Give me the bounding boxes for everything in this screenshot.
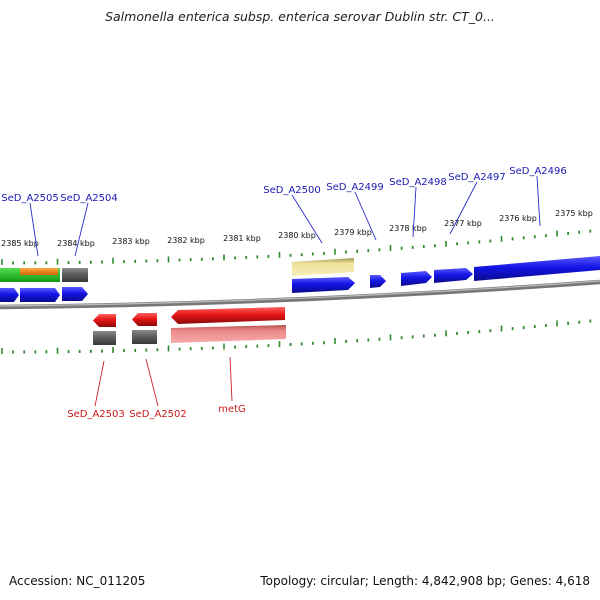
- forward-gene-arrow: [370, 275, 386, 288]
- scale-tick-label: 2383 kbp: [112, 237, 150, 246]
- scale-tick-label: 2384 kbp: [57, 239, 95, 248]
- cds-feature-gray: [93, 331, 116, 345]
- reverse-gene-label: SeD_A2503: [67, 409, 125, 420]
- cds-feature-pink: [171, 325, 286, 343]
- genome-backbone-highlight: [0, 280, 600, 307]
- forward-gene-arrow: [20, 288, 60, 302]
- feature-track-top: [0, 258, 354, 282]
- forward-gene-arrow: [0, 288, 19, 302]
- forward-leader-lines: [29, 175, 541, 257]
- accession-text: Accession: NC_011205: [9, 574, 146, 588]
- map-title: Salmonella enterica subsp. enterica sero…: [105, 9, 495, 24]
- scale-tick-label: 2376 kbp: [499, 214, 537, 223]
- feature-track-bottom: [93, 325, 286, 345]
- reverse-gene-arrow: [93, 314, 116, 327]
- scale-tick-label: 2378 kbp: [389, 224, 427, 233]
- reverse-gene-label: SeD_A2502: [129, 409, 187, 420]
- scale-tick-label: 2381 kbp: [223, 234, 261, 243]
- genome-summary-text: Topology: circular; Length: 4,842,908 bp…: [260, 574, 590, 588]
- forward-gene-label: SeD_A2497: [448, 172, 506, 183]
- forward-gene-labels: SeD_A2505 SeD_A2504 SeD_A2500 SeD_A2499 …: [1, 166, 567, 204]
- forward-gene-arrow: [401, 271, 432, 286]
- cds-feature-gray: [62, 268, 88, 282]
- reverse-tick-row: [1, 319, 592, 354]
- forward-gene-label: SeD_A2499: [326, 182, 384, 193]
- forward-gene-label: SeD_A2500: [263, 185, 321, 196]
- reverse-gene-labels: SeD_A2503 SeD_A2502 metG: [67, 404, 246, 420]
- forward-gene-arrow: [62, 287, 88, 301]
- forward-gene-arrow: [474, 256, 600, 281]
- reverse-gene-track: [93, 307, 285, 327]
- scale-tick-label: 2382 kbp: [167, 236, 205, 245]
- forward-gene-label: SeD_A2498: [389, 177, 447, 188]
- scale-tick-label: 2379 kbp: [334, 228, 372, 237]
- scale-tick-label: 2380 kbp: [278, 231, 316, 240]
- scale-tick-label: 2377 kbp: [444, 219, 482, 228]
- rna-feature-orange: [20, 268, 58, 275]
- reverse-leader-lines: [94, 356, 233, 407]
- reverse-gene-label: metG: [218, 404, 246, 415]
- forward-gene-label: SeD_A2505: [1, 193, 59, 204]
- scale-labels: 2385 kbp 2384 kbp 2383 kbp 2382 kbp 2381…: [1, 209, 593, 248]
- forward-gene-label: SeD_A2496: [509, 166, 567, 177]
- forward-gene-label: SeD_A2504: [60, 193, 118, 204]
- forward-gene-arrow: [434, 268, 473, 283]
- forward-gene-arrow: [292, 277, 355, 293]
- reverse-gene-arrow: [171, 307, 285, 324]
- cds-feature-gray: [132, 330, 157, 344]
- genome-backbone: [0, 279, 600, 310]
- reverse-gene-arrow: [132, 313, 157, 326]
- scale-tick-label: 2385 kbp: [1, 239, 39, 248]
- cds-feature-yellow: [292, 258, 354, 276]
- forward-gene-track: [0, 256, 600, 302]
- scale-tick-label: 2375 kbp: [555, 209, 593, 218]
- forward-tick-row: [1, 229, 592, 265]
